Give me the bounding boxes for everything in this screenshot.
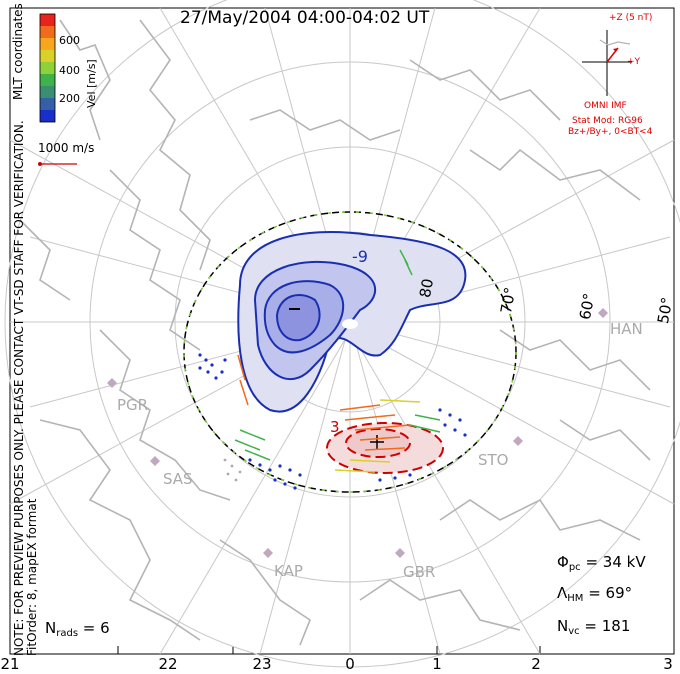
map-title: 27/May/2004 04:00-04:02 UT <box>180 8 430 28</box>
colorbar-tick-400: 400 <box>59 64 80 77</box>
x-tick-3: 3 <box>663 655 673 673</box>
imf-condition: Bz+/By+, 0<BT<4 <box>568 127 653 137</box>
x-tick-22: 22 <box>158 655 178 673</box>
station-sas: SAS <box>163 470 193 488</box>
map-frame <box>9 7 675 655</box>
fit-info: FitOrder: 8, mapEX format <box>25 498 39 656</box>
negative-potential-cell <box>237 231 467 413</box>
station-markers <box>107 308 608 558</box>
colorbar-tick-600: 600 <box>59 34 80 47</box>
coastlines <box>19 19 651 646</box>
reference-vector-label: 1000 m/s <box>38 141 95 155</box>
contour-label-positive: 3 <box>330 418 340 436</box>
contour-label-negative: -9 <box>352 247 368 266</box>
x-tick-1: 1 <box>432 655 442 673</box>
imf-clock <box>582 30 632 96</box>
imf-y-label: +Y <box>627 57 641 67</box>
colorbar-tick-200: 200 <box>59 92 80 105</box>
reference-vector <box>38 162 77 166</box>
imf-source: OMNI IMF <box>584 101 627 111</box>
vector-count: Nvc = 181 <box>557 617 631 637</box>
velocity-vectors <box>198 249 467 490</box>
lat-label-80: 80 <box>416 277 438 300</box>
radar-count: Nrads = 6 <box>45 619 110 639</box>
preview-note: NOTE: FOR PREVIEW PURPOSES ONLY. PLEASE … <box>12 120 26 656</box>
colorbar-label: Vel [m/s] <box>85 59 98 108</box>
coord-system-label: MLT coordinates <box>11 3 25 100</box>
x-tick-0: 0 <box>345 655 355 673</box>
positive-potential-cell <box>326 422 444 474</box>
x-tick-21: 21 <box>0 655 20 673</box>
imf-z-label: +Z (5 nT) <box>609 13 653 23</box>
x-tick-23: 23 <box>252 655 272 673</box>
station-han: HAN <box>610 320 643 338</box>
stat-model: Stat Mod: RG96 <box>572 116 643 126</box>
station-kap: KAP <box>274 562 303 580</box>
hm-boundary-latitude: ΛHM = 69° <box>557 584 633 604</box>
x-axis-ticks <box>9 646 675 654</box>
station-gbr: GBR <box>403 563 436 581</box>
hmb-model-vectors <box>183 211 517 493</box>
station-sto: STO <box>478 451 509 469</box>
cross-polar-potential: Φpc = 34 kV <box>557 553 646 573</box>
velocity-colorbar <box>39 13 56 123</box>
station-pgr: PGR <box>117 396 149 414</box>
x-tick-2: 2 <box>531 655 541 673</box>
